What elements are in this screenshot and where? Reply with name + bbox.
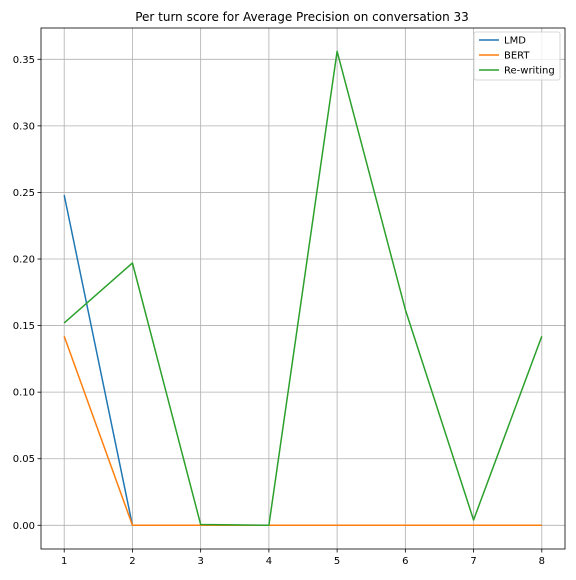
y-tick-label: 0.05 (13, 454, 35, 465)
x-tick-label: 7 (470, 556, 476, 567)
y-axis: 0.00 0.05 0.10 0.15 0.20 0.25 0.30 0.35 (13, 55, 41, 532)
x-tick-label: 6 (402, 556, 408, 567)
legend-label: Re-writing (504, 66, 555, 77)
y-tick-label: 0.20 (13, 255, 35, 266)
y-tick-label: 0.10 (13, 388, 35, 399)
x-tick-label: 8 (539, 556, 545, 567)
plot-frame (40, 27, 566, 550)
y-tick-label: 0.25 (13, 188, 35, 199)
series-line-re-writing (63, 50, 543, 527)
y-tick-label: 0.00 (13, 521, 35, 532)
y-tick-label: 0.30 (13, 121, 35, 132)
x-tick-label: 1 (61, 556, 67, 567)
y-tick-label: 0.35 (13, 55, 35, 66)
y-tick-label: 0.15 (13, 321, 35, 332)
chart-title: Per turn score for Average Precision on … (135, 10, 469, 24)
x-tick-label: 3 (197, 556, 203, 567)
legend-box (473, 31, 561, 81)
x-tick-label: 5 (334, 556, 340, 567)
x-tick-label: 2 (129, 556, 135, 567)
series-layer (63, 50, 543, 527)
x-tick-label: 4 (266, 556, 272, 567)
legend: LMD BERT Re-writing (473, 31, 561, 81)
legend-label: BERT (504, 51, 530, 62)
x-axis: 1 2 3 4 5 6 7 8 (61, 549, 545, 567)
legend-label: LMD (504, 36, 526, 47)
series-line-bert (63, 335, 542, 527)
